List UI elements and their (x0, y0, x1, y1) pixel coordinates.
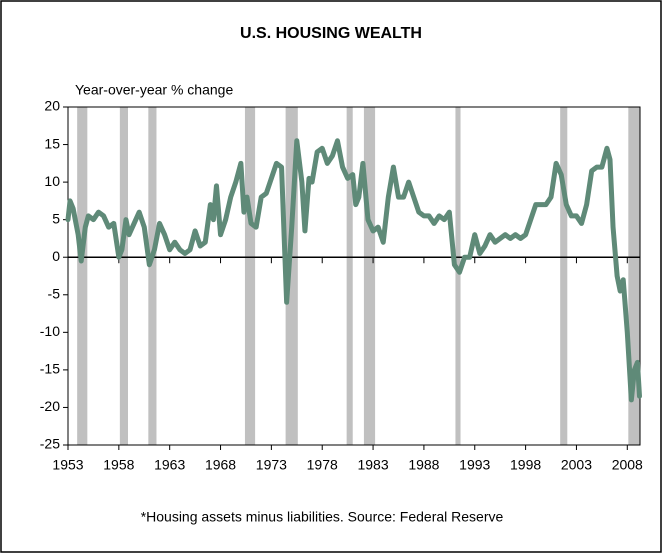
recession-shade (148, 107, 157, 445)
x-tick-label: 1968 (205, 457, 236, 473)
y-tick-label: 20 (44, 98, 60, 114)
recession-shade (560, 107, 568, 445)
recession-shade (363, 107, 376, 445)
x-tick-label: 1963 (154, 457, 185, 473)
recession-shade (77, 107, 88, 445)
recession-shade (119, 107, 128, 445)
y-axis-label: Year-over-year % change (75, 82, 233, 98)
recession-shade (628, 107, 640, 445)
recession-shade (346, 107, 353, 445)
recession-shade (455, 107, 461, 445)
y-tick-label: -15 (40, 361, 60, 377)
footnote: *Housing assets minus liabilities. Sourc… (141, 509, 504, 525)
x-tick-label: 1973 (256, 457, 287, 473)
x-tick-label: 1998 (510, 457, 541, 473)
y-tick-label: 5 (52, 210, 60, 226)
y-tick-label: -5 (48, 285, 61, 301)
recession-shade (244, 107, 256, 445)
x-tick-label: 2008 (612, 457, 643, 473)
x-tick-label: 1978 (307, 457, 338, 473)
y-tick-label: -20 (40, 398, 60, 414)
y-tick-label: 0 (52, 248, 60, 264)
y-tick-label: -10 (40, 323, 60, 339)
y-tick-label: 15 (44, 135, 60, 151)
series-line (65, 138, 642, 403)
y-tick-label: 10 (44, 173, 60, 189)
x-tick-label: 1983 (357, 457, 388, 473)
x-tick-label: 1958 (103, 457, 134, 473)
y-tick-label: -25 (40, 436, 60, 452)
plot-frame (67, 106, 641, 446)
chart-title: U.S. HOUSING WEALTH (240, 25, 422, 42)
x-tick-label: 1988 (408, 457, 439, 473)
x-tick-label: 1953 (52, 457, 83, 473)
x-tick-label: 1993 (459, 457, 490, 473)
x-tick-label: 2003 (561, 457, 592, 473)
